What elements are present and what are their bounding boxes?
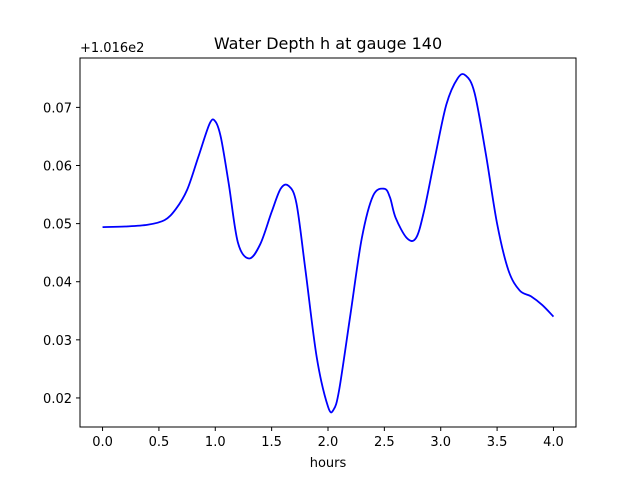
x-tick-label: 0.5 bbox=[149, 435, 170, 450]
x-tick-label: 2.0 bbox=[318, 435, 339, 450]
x-tick-label: 3.0 bbox=[430, 435, 451, 450]
y-tick-label: 0.04 bbox=[43, 276, 72, 291]
y-axis: 0.02 0.03 0.04 0.05 0.06 0.07 bbox=[43, 101, 80, 407]
y-tick-label: 0.02 bbox=[43, 392, 72, 407]
y-tick-label: 0.03 bbox=[43, 334, 72, 349]
x-tick-label: 1.5 bbox=[261, 435, 282, 450]
y-tick-label: 0.05 bbox=[43, 218, 72, 233]
y-offset-label: +1.016e2 bbox=[80, 41, 144, 56]
x-tick-label: 3.5 bbox=[487, 435, 508, 450]
x-tick-label: 4.0 bbox=[543, 435, 564, 450]
x-tick-label: 2.5 bbox=[374, 435, 395, 450]
x-tick-label: 1.0 bbox=[205, 435, 226, 450]
x-axis: 0.0 0.5 1.0 1.5 2.0 2.5 3.0 3.5 4.0 bbox=[92, 427, 564, 450]
chart-title: Water Depth h at gauge 140 bbox=[214, 34, 442, 53]
series-line bbox=[102, 73, 555, 414]
y-tick-label: 0.07 bbox=[43, 101, 72, 116]
y-tick-label: 0.06 bbox=[43, 160, 72, 175]
x-axis-label: hours bbox=[310, 456, 347, 471]
plot-area bbox=[102, 73, 555, 414]
x-tick-label: 0.0 bbox=[92, 435, 113, 450]
